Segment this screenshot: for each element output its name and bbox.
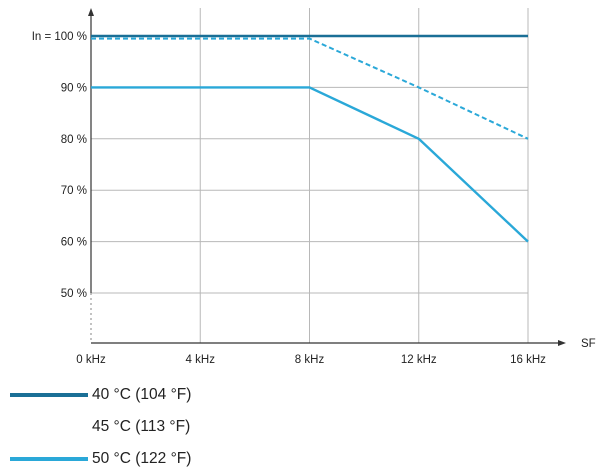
y-tick-label-4: 60 % [61, 237, 87, 249]
y-tick-labels: In = 100 % 90 % 80 % 70 % 60 % 50 % [32, 31, 87, 300]
y-tick-label-2: 80 % [61, 134, 87, 146]
y-tick-label-0: In = 100 % [32, 31, 87, 43]
vertical-gridlines [199, 8, 529, 343]
y-tick-label-3: 70 % [61, 185, 87, 197]
axes [88, 8, 566, 346]
y-axis-arrow [88, 8, 94, 16]
y-tick-label-5: 50 % [61, 288, 87, 300]
x-tick-label-0: 0 kHz [76, 354, 106, 366]
x-tick-labels: 0 kHz 4 kHz 8 kHz 12 kHz 16 kHz [76, 354, 546, 366]
x-tick-label-4: 16 kHz [510, 354, 546, 366]
series-line-2 [91, 86, 529, 243]
x-axis-arrow [558, 340, 566, 346]
x-tick-label-3: 12 kHz [401, 354, 437, 366]
x-tick-label-2: 8 kHz [295, 354, 325, 366]
x-tick-label-1: 4 kHz [186, 354, 216, 366]
y-tick-label-1: 90 % [61, 82, 87, 94]
series-line-1 [91, 37, 529, 140]
x-axis-label: SF [581, 338, 596, 350]
series-lines [91, 34, 529, 243]
